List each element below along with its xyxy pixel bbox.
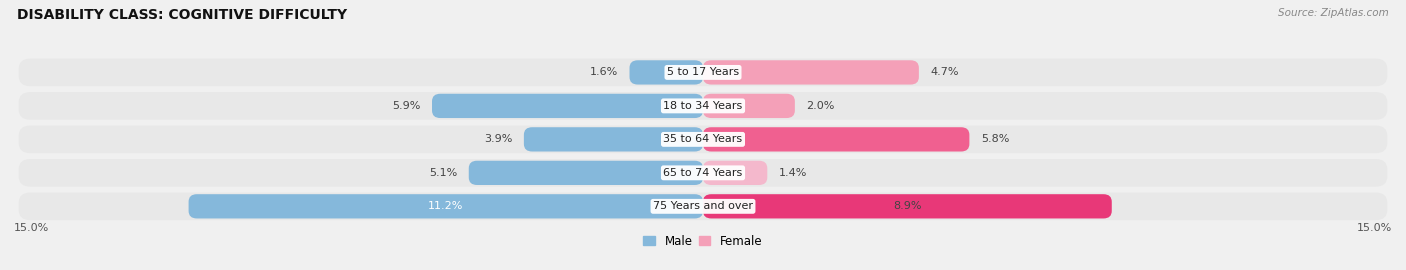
Text: 5 to 17 Years: 5 to 17 Years [666, 68, 740, 77]
Text: 75 Years and over: 75 Years and over [652, 201, 754, 211]
FancyBboxPatch shape [703, 194, 1112, 218]
FancyBboxPatch shape [468, 161, 703, 185]
Text: 1.4%: 1.4% [779, 168, 807, 178]
Text: 15.0%: 15.0% [14, 224, 49, 234]
FancyBboxPatch shape [18, 59, 1388, 86]
Text: 15.0%: 15.0% [1357, 224, 1392, 234]
FancyBboxPatch shape [703, 127, 969, 151]
Text: 65 to 74 Years: 65 to 74 Years [664, 168, 742, 178]
Legend: Male, Female: Male, Female [638, 230, 768, 252]
FancyBboxPatch shape [524, 127, 703, 151]
FancyBboxPatch shape [703, 60, 920, 85]
Text: 4.7%: 4.7% [931, 68, 959, 77]
FancyBboxPatch shape [18, 126, 1388, 153]
FancyBboxPatch shape [432, 94, 703, 118]
FancyBboxPatch shape [188, 194, 703, 218]
Text: 11.2%: 11.2% [427, 201, 464, 211]
FancyBboxPatch shape [18, 193, 1388, 220]
FancyBboxPatch shape [18, 159, 1388, 187]
Text: Source: ZipAtlas.com: Source: ZipAtlas.com [1278, 8, 1389, 18]
FancyBboxPatch shape [703, 94, 794, 118]
Text: DISABILITY CLASS: COGNITIVE DIFFICULTY: DISABILITY CLASS: COGNITIVE DIFFICULTY [17, 8, 347, 22]
Text: 35 to 64 Years: 35 to 64 Years [664, 134, 742, 144]
Text: 8.9%: 8.9% [893, 201, 922, 211]
FancyBboxPatch shape [703, 161, 768, 185]
FancyBboxPatch shape [630, 60, 703, 85]
Text: 5.9%: 5.9% [392, 101, 420, 111]
Text: 5.8%: 5.8% [981, 134, 1010, 144]
Text: 5.1%: 5.1% [429, 168, 457, 178]
Text: 18 to 34 Years: 18 to 34 Years [664, 101, 742, 111]
FancyBboxPatch shape [18, 92, 1388, 120]
Text: 1.6%: 1.6% [589, 68, 619, 77]
Text: 3.9%: 3.9% [484, 134, 512, 144]
Text: 2.0%: 2.0% [807, 101, 835, 111]
